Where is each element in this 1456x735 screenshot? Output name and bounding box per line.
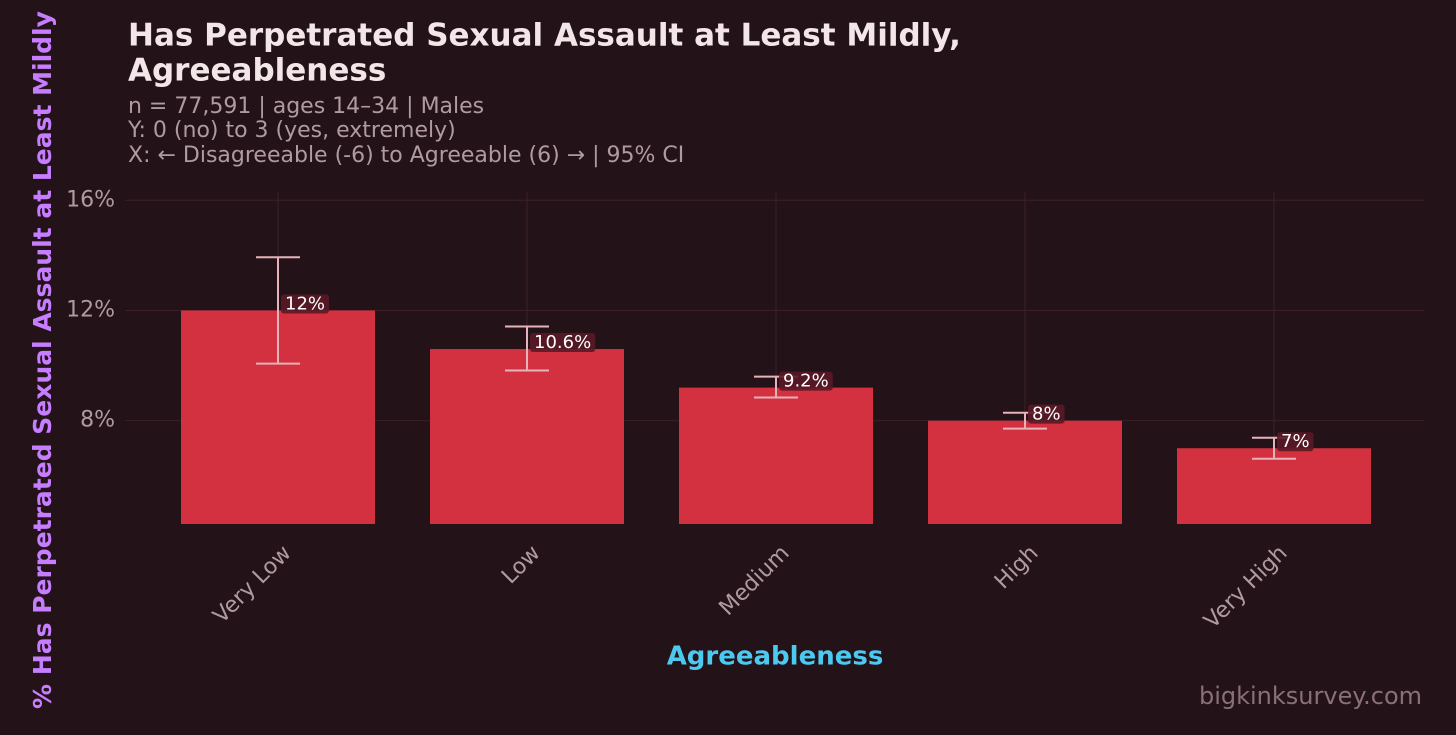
y-tick-label: 8%: [80, 408, 115, 433]
subtitle: X: ← Disagreeable (-6) to Agreeable (6) …: [128, 143, 684, 168]
value-label-bg: [1277, 432, 1314, 452]
error-bar: [505, 325, 549, 372]
y-tick-label: 16%: [66, 187, 115, 212]
x-tick-label: Medium: [715, 541, 795, 621]
subtitle: Y: 0 (no) to 3 (yes, extremely): [127, 118, 456, 143]
x-tick-label: Very High: [1200, 541, 1293, 634]
bar: [679, 387, 873, 524]
value-label: 8%: [1032, 404, 1061, 425]
value-label: 12%: [285, 293, 325, 314]
subtitle: n = 77,591 | ages 14–34 | Males: [128, 94, 484, 119]
value-label: 7%: [1281, 431, 1310, 452]
x-axis-label: Agreeableness: [667, 642, 884, 672]
value-label-bg: [779, 371, 833, 391]
error-bar: [256, 256, 300, 365]
y-tick-label: 12%: [66, 297, 115, 322]
value-label: 9.2%: [783, 371, 829, 392]
value-label-bg: [530, 333, 596, 353]
bar: [1177, 448, 1371, 524]
x-tick-label: Low: [497, 541, 545, 589]
x-tick-label: Very Low: [209, 541, 297, 629]
value-label-bg: [281, 294, 330, 314]
bar: [430, 349, 624, 524]
x-tick-label: High: [990, 541, 1043, 594]
chart-title: Agreeableness: [128, 53, 386, 89]
bar: [928, 420, 1122, 524]
chart-title: Has Perpetrated Sexual Assault at Least …: [128, 18, 961, 54]
watermark: bigkinksurvey.com: [1199, 682, 1422, 710]
value-label-bg: [1028, 404, 1065, 424]
y-axis-label: % Has Perpetrated Sexual Assault at Leas…: [28, 11, 57, 709]
value-label: 10.6%: [534, 332, 591, 353]
